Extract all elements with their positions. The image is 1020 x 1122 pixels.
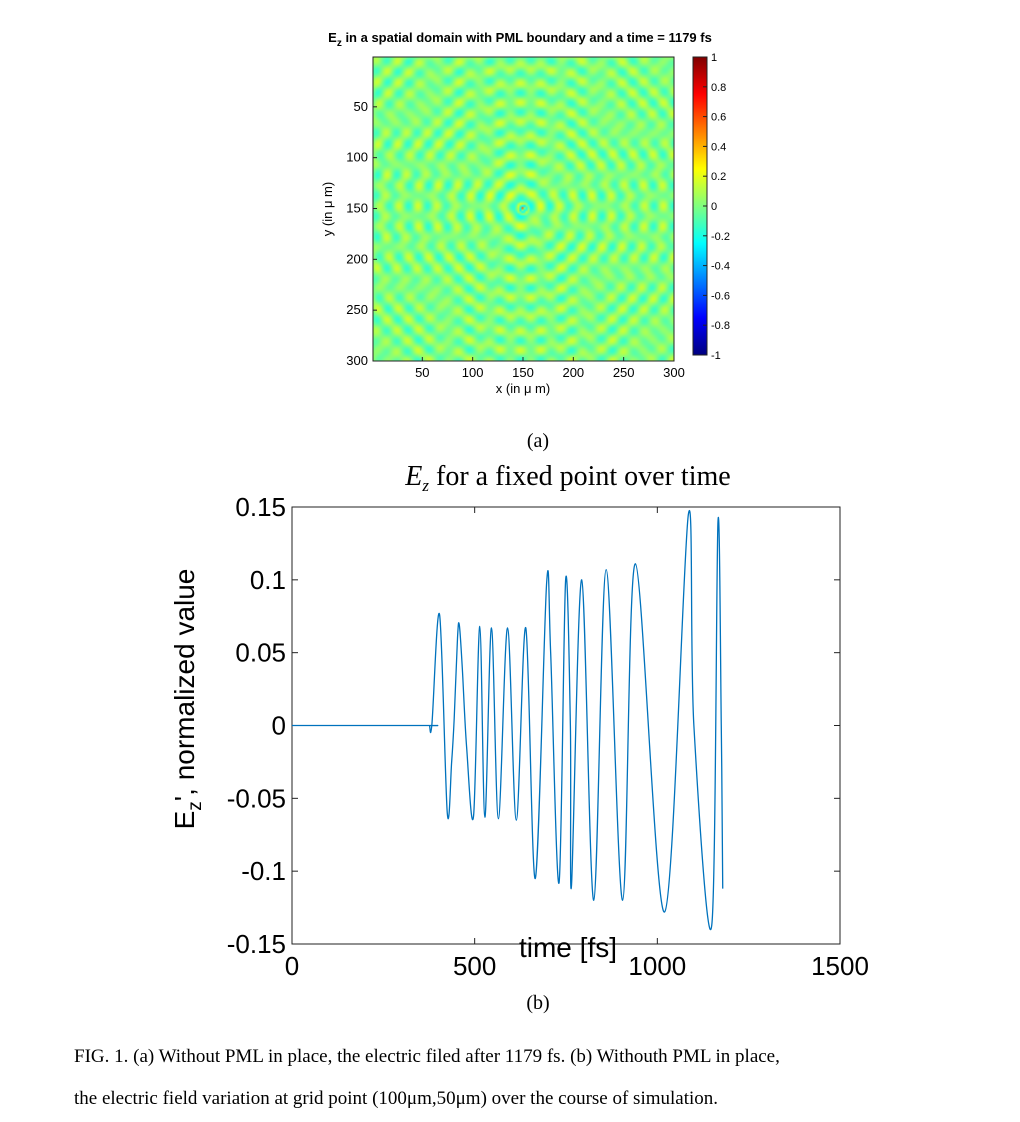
line-y-tick-label: 0.1 bbox=[250, 565, 286, 595]
colorbar-tick-label: 0.2 bbox=[711, 171, 726, 183]
heatmap-x-label: x (in μ m) bbox=[496, 381, 550, 396]
colorbar-tick-label: 0.8 bbox=[711, 82, 726, 94]
colorbar-tick-label: -0.8 bbox=[711, 320, 730, 332]
heatmap-title: Ez in a spatial domain with PML boundary… bbox=[328, 30, 712, 49]
heatmap-y-tick-label: 200 bbox=[346, 251, 368, 266]
colorbar-tick-label: 0.6 bbox=[711, 112, 726, 124]
heatmap-y-tick-label: 250 bbox=[346, 302, 368, 317]
heatmap-image bbox=[373, 57, 674, 361]
heatmap-x-axis: 50 100 150 200 250 300 bbox=[415, 357, 685, 380]
colorbar-tick-label: -1 bbox=[711, 350, 721, 362]
line-chart-x-label: time [fs] bbox=[519, 932, 617, 963]
subfigure-label-a: (a) bbox=[526, 430, 550, 452]
line-y-tick-label: 0 bbox=[272, 711, 286, 741]
line-y-tick-label: -0.05 bbox=[227, 783, 286, 813]
colorbar-tick-label: -0.4 bbox=[711, 261, 730, 273]
colorbar-tick-label: -0.6 bbox=[711, 290, 730, 302]
heatmap-x-tick-label: 100 bbox=[462, 365, 484, 380]
line-series bbox=[291, 510, 724, 930]
heatmap-x-tick-label: 300 bbox=[663, 365, 685, 380]
line-y-tick-label: -0.1 bbox=[241, 856, 286, 886]
heatmap-y-tick-label: 100 bbox=[346, 150, 368, 165]
caption-line-2: the electric field variation at grid poi… bbox=[74, 1088, 719, 1109]
colorbar-tick-label: 1 bbox=[711, 52, 717, 64]
subfigure-label-b: (b) bbox=[526, 992, 550, 1014]
caption-line-1: FIG. 1. (a) Without PML in place, the el… bbox=[74, 1046, 780, 1067]
heatmap-x-tick-label: 200 bbox=[562, 365, 584, 380]
heatmap-y-label: y (in μ m) bbox=[320, 182, 335, 236]
figure-caption: FIG. 1. (a) Without PML in place, the el… bbox=[74, 1036, 1014, 1120]
heatmap-y-tick-label: 300 bbox=[346, 353, 368, 368]
line-chart-y-label: Ez', normalized value bbox=[169, 569, 206, 830]
heatmap-x-tick-label: 250 bbox=[613, 365, 635, 380]
heatmap-y-tick-label: 150 bbox=[346, 200, 368, 215]
line-x-tick-label: 1500 bbox=[811, 951, 869, 981]
line-y-tick-label: -0.15 bbox=[227, 929, 286, 959]
line-chart-ticks: 0 500 1000 1500 0.15 0.1 0.05 0 -0.05 -0.1 -0.15 bbox=[227, 492, 869, 981]
heatmap-frame bbox=[372, 56, 675, 362]
colorbar-tick-label: 0 bbox=[711, 201, 717, 213]
heatmap-x-tick-label: 150 bbox=[512, 365, 534, 380]
heatmap-y-tick-label: 50 bbox=[354, 99, 368, 114]
colorbar: 1 0.8 0.6 0.4 0.2 0 -0.2 -0.4 -0.6 -0.8 -1 bbox=[692, 52, 730, 362]
heatmap-x-tick-label: 50 bbox=[415, 365, 429, 380]
colorbar-ticks: 1 0.8 0.6 0.4 0.2 0 -0.2 -0.4 -0.6 -0.8 -1 bbox=[703, 52, 730, 362]
line-y-tick-label: 0.05 bbox=[235, 638, 286, 668]
line-x-tick-label: 500 bbox=[453, 951, 496, 981]
colorbar-tick-label: 0.4 bbox=[711, 141, 726, 153]
line-chart-title: Ez for a fixed point over time bbox=[404, 461, 730, 495]
colorbar-tick-label: -0.2 bbox=[711, 231, 730, 243]
line-x-tick-label: 1000 bbox=[628, 951, 686, 981]
heatmap-y-axis: 50 100 150 200 250 300 bbox=[346, 99, 377, 368]
heatmap-figure: Ez in a spatial domain with PML boundary… bbox=[320, 30, 730, 396]
line-chart-series-group bbox=[291, 510, 724, 930]
line-y-tick-label: 0.15 bbox=[235, 492, 286, 522]
line-chart-figure: Ez for a fixed point over time 0 500 1000 1… bbox=[169, 461, 869, 981]
line-x-tick-label: 0 bbox=[285, 951, 299, 981]
